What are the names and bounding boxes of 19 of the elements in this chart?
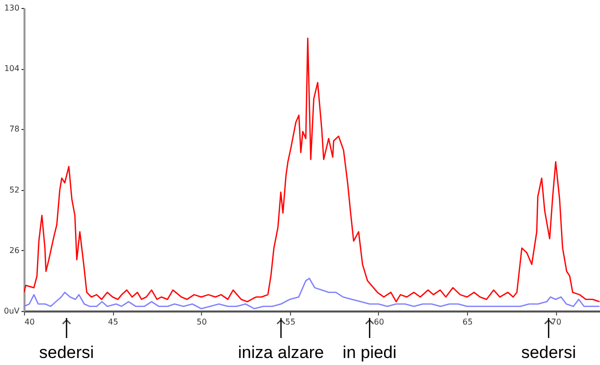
x-tick-label: 60: [374, 318, 384, 326]
x-tick-label: 50: [196, 318, 207, 326]
y-tick-label: 26: [9, 246, 20, 255]
y-tick-label: 0uV: [4, 306, 20, 316]
y-tick-label: 104: [4, 64, 20, 74]
line-series: [24, 278, 600, 310]
line-series: [24, 38, 600, 302]
y-tick-label: 130: [4, 4, 20, 12]
annotation: sedersi: [521, 343, 576, 362]
y-tick-label: 78: [9, 124, 20, 134]
annotation: iniza alzare: [238, 343, 324, 362]
x-tick-label: 40: [24, 318, 35, 326]
x-tick-label: 65: [462, 318, 473, 326]
x-tick-label: 55: [285, 318, 296, 326]
annotation: sedersi: [39, 343, 94, 362]
y-tick-label: 52: [9, 185, 20, 194]
x-tick-label: 45: [108, 318, 118, 326]
annotation: in piedi: [342, 343, 397, 362]
x-tick-label: 70: [551, 318, 562, 326]
